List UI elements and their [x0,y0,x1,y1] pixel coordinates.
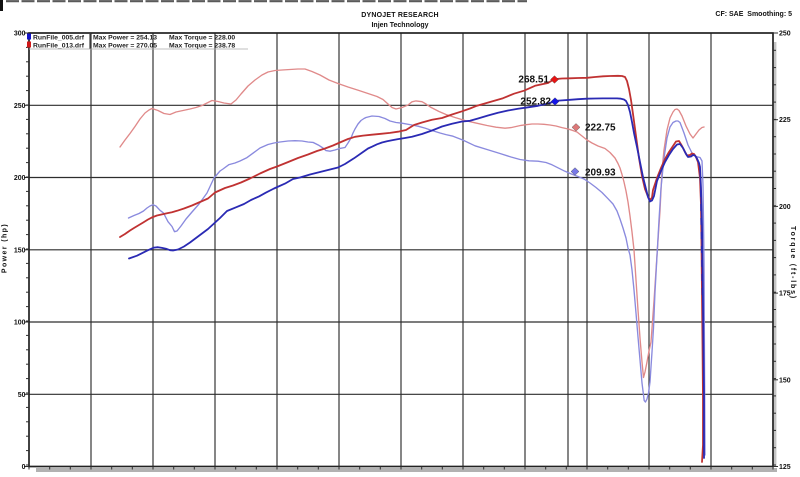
svg-text:Max Power = 254.13: Max Power = 254.13 [93,35,157,42]
svg-text:Injen Technology: Injen Technology [371,22,428,29]
svg-text:250: 250 [14,103,26,110]
svg-text:200: 200 [14,175,26,182]
svg-text:300: 300 [14,31,26,38]
svg-text:RunFile_013.drf: RunFile_013.drf [33,43,85,50]
svg-text:Max Torque = 228.00: Max Torque = 228.00 [169,35,235,42]
svg-text:CF: SAE Smoothing: 5: CF: SAE Smoothing: 5 [715,11,792,18]
svg-text:268.51: 268.51 [518,75,549,86]
svg-text:DYNOJET RESEARCH: DYNOJET RESEARCH [361,12,439,19]
svg-text:175: 175 [779,291,791,298]
svg-text:0: 0 [22,464,26,471]
svg-text:RunFile_005.drf: RunFile_005.drf [33,35,85,42]
svg-text:200: 200 [779,204,791,211]
svg-text:125: 125 [779,464,791,471]
svg-text:Torque (ft-lbs): Torque (ft-lbs) [789,226,796,300]
svg-text:222.75: 222.75 [585,123,616,134]
svg-text:150: 150 [779,377,791,384]
svg-text:209.93: 209.93 [585,168,616,179]
svg-text:150: 150 [14,247,26,254]
svg-text:225: 225 [779,117,791,124]
svg-text:100: 100 [14,320,26,327]
svg-text:250: 250 [779,31,791,38]
svg-text:50: 50 [18,392,26,399]
svg-text:Max Torque = 238.78: Max Torque = 238.78 [169,43,235,50]
svg-text:Max Power = 270.05: Max Power = 270.05 [93,43,157,50]
svg-text:252.82: 252.82 [520,97,551,108]
svg-text:Power (hp): Power (hp) [2,223,9,273]
